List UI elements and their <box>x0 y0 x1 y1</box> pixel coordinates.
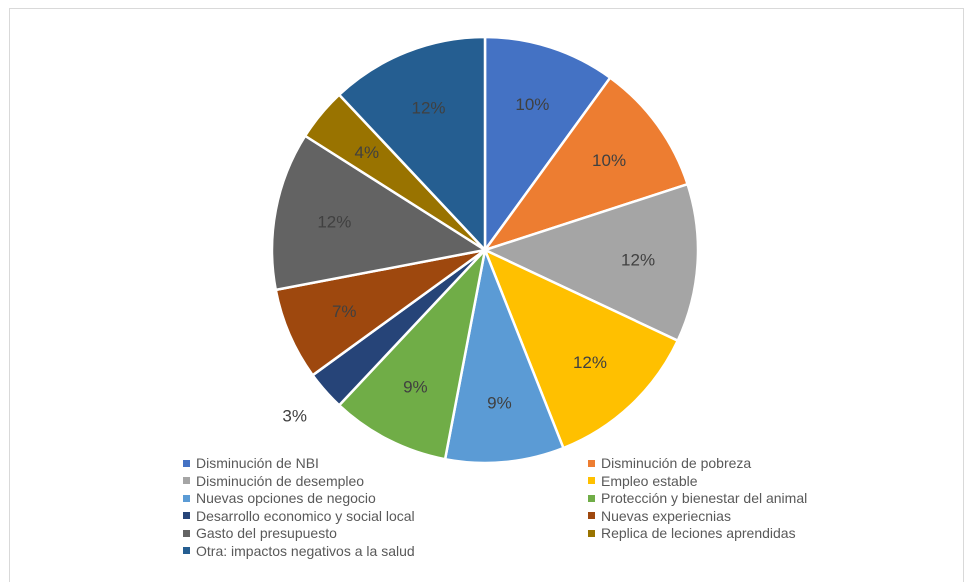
legend-item-otra-impactos-negativos-a-la-salud: Otra: impactos negativos a la salud <box>183 542 415 560</box>
legend-label: Empleo estable <box>601 472 698 490</box>
legend-swatch <box>183 495 190 502</box>
data-label-nuevas-experiecnias: 7% <box>332 302 357 321</box>
legend-swatch <box>183 530 190 537</box>
legend-item-nuevas-opciones-de-negocio: Nuevas opciones de negocio <box>183 489 376 507</box>
legend-item-empleo-estable: Empleo estable <box>588 472 698 490</box>
legend-item-disminucion-de-desempleo: Disminución de desempleo <box>183 472 364 490</box>
legend-swatch <box>588 495 595 502</box>
legend-label: Disminución de NBI <box>196 454 319 472</box>
legend-swatch <box>588 477 595 484</box>
legend-label: Disminución de pobreza <box>601 454 751 472</box>
legend-label: Disminución de desempleo <box>196 472 364 490</box>
legend-label: Protección y bienestar del animal <box>601 489 807 507</box>
legend-item-desarrollo-economico-y-social-local: Desarrollo economico y social local <box>183 507 415 525</box>
legend-label: Replica de leciones aprendidas <box>601 524 796 542</box>
legend-swatch <box>183 477 190 484</box>
data-label-disminucion-de-nbi: 10% <box>515 95 549 114</box>
legend-item-disminucion-de-nbi: Disminución de NBI <box>183 454 319 472</box>
legend-label: Otra: impactos negativos a la salud <box>196 542 415 560</box>
legend-label: Gasto del presupuesto <box>196 524 337 542</box>
data-label-proteccion-y-bienestar-del-animal: 9% <box>403 378 428 397</box>
legend-item-replica-de-leciones-aprendidas: Replica de leciones aprendidas <box>588 524 796 542</box>
legend-label: Nuevas opciones de negocio <box>196 489 376 507</box>
data-label-empleo-estable: 12% <box>573 353 607 372</box>
legend-item-gasto-del-presupuesto: Gasto del presupuesto <box>183 524 337 542</box>
legend-swatch <box>183 547 190 554</box>
legend-label: Desarrollo economico y social local <box>196 507 415 525</box>
data-label-desarrollo-economico-y-social-local: 3% <box>282 406 307 425</box>
data-label-replica-de-leciones-aprendidas: 4% <box>355 143 380 162</box>
legend-swatch <box>183 512 190 519</box>
data-label-gasto-del-presupuesto: 12% <box>317 212 351 231</box>
data-label-disminucion-de-pobreza: 10% <box>592 151 626 170</box>
legend-swatch <box>588 530 595 537</box>
legend-label: Nuevas experiecnias <box>601 507 731 525</box>
legend-swatch <box>588 460 595 467</box>
legend-item-nuevas-experiecnias: Nuevas experiecnias <box>588 507 731 525</box>
legend-item-disminucion-de-pobreza: Disminución de pobreza <box>588 454 751 472</box>
legend-swatch <box>183 460 190 467</box>
data-label-nuevas-opciones-de-negocio: 9% <box>487 394 512 413</box>
legend-swatch <box>588 512 595 519</box>
legend-item-proteccion-y-bienestar-del-animal: Protección y bienestar del animal <box>588 489 807 507</box>
data-label-disminucion-de-desempleo: 12% <box>621 251 655 270</box>
data-label-otra-impactos-negativos-a-la-salud: 12% <box>412 98 446 117</box>
